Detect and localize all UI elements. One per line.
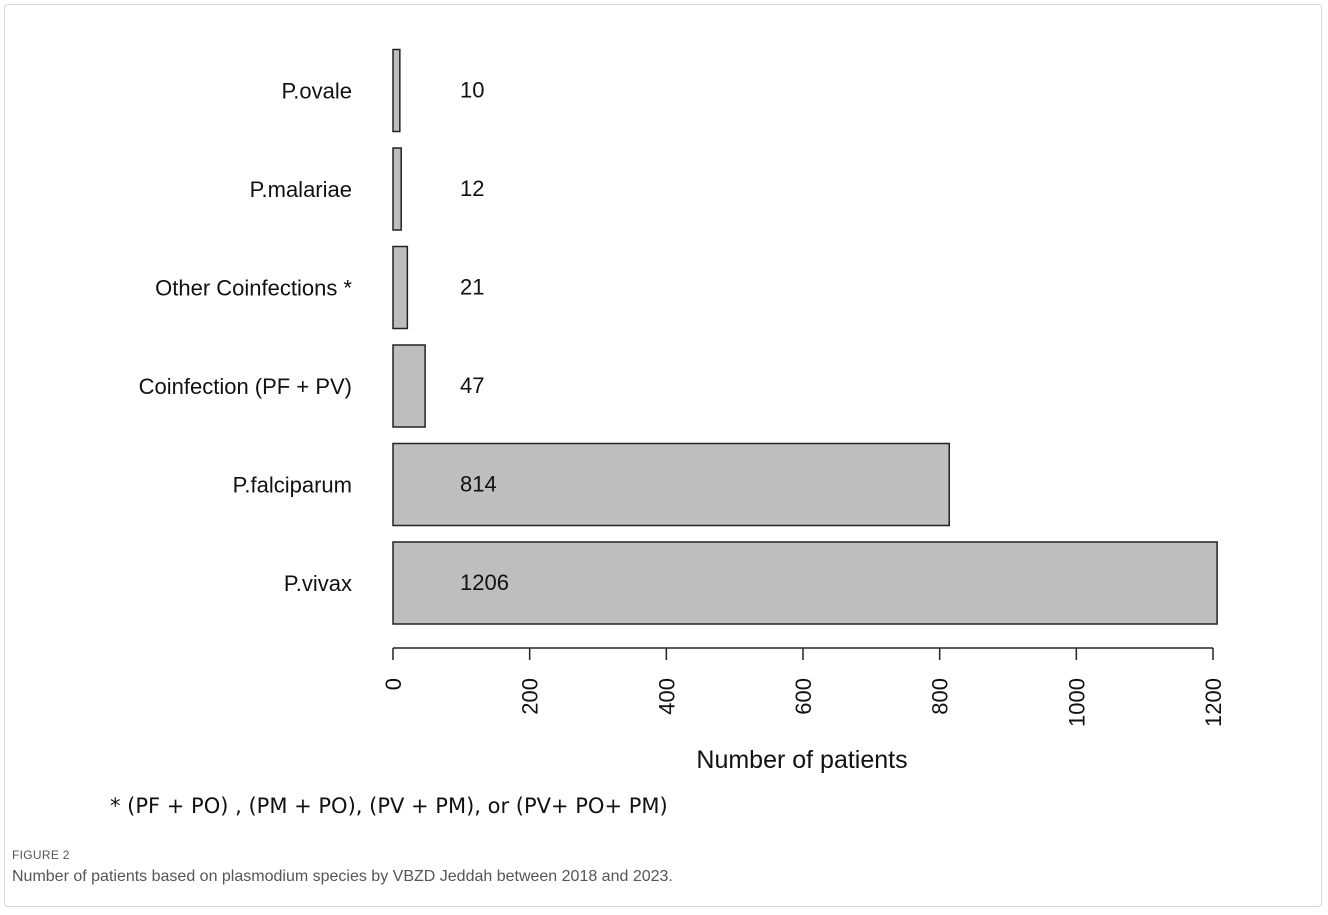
value-label-coinfection-pf-pv: 47 xyxy=(460,373,484,398)
x-tick-label-600: 600 xyxy=(791,678,816,715)
category-label-p-ovale: P.ovale xyxy=(281,79,352,104)
x-tick-label-800: 800 xyxy=(928,678,953,715)
value-label-p-vivax: 1206 xyxy=(460,570,509,595)
category-label-other-coinfections: Other Coinfections * xyxy=(155,276,352,301)
bar-coinfection-pf-pv xyxy=(392,344,426,428)
value-label-p-malariae: 12 xyxy=(460,176,484,201)
x-tick-label-200: 200 xyxy=(518,678,543,715)
category-labels: P.vivax P.falciparum Coinfection (PF + PV)… xyxy=(139,79,353,597)
x-axis: 0 200 400 600 800 1000 1200 xyxy=(381,647,1226,727)
bar-p-falciparum xyxy=(392,442,950,527)
bars-layer xyxy=(392,48,1218,625)
bar-other-coinfections xyxy=(392,245,409,330)
figure-frame xyxy=(4,4,1322,907)
value-label-p-falciparum: 814 xyxy=(460,472,497,497)
category-label-p-malariae: P.malariae xyxy=(250,177,352,202)
bar-chart: P.vivax P.falciparum Coinfection (PF + PV)… xyxy=(139,48,1226,774)
value-labels: 1206 814 47 21 12 10 xyxy=(460,78,509,596)
x-tick-label-0: 0 xyxy=(381,678,406,690)
value-label-other-coinfections: 21 xyxy=(460,275,484,300)
x-tick-label-400: 400 xyxy=(654,678,679,715)
category-label-coinfection-pf-pv: Coinfection (PF + PV) xyxy=(139,374,352,399)
category-label-p-falciparum: P.falciparum xyxy=(233,473,352,498)
figure-label: FIGURE 2 xyxy=(12,848,70,862)
x-tick-label-1000: 1000 xyxy=(1064,678,1089,727)
category-label-p-vivax: P.vivax xyxy=(284,571,352,596)
value-label-p-ovale: 10 xyxy=(460,78,484,103)
figure-caption: Number of patients based on plasmodium s… xyxy=(12,868,673,885)
footnote: * (PF + PO) , (PM + PO), (PV + PM), or (… xyxy=(110,794,668,818)
bar-p-ovale xyxy=(392,48,401,133)
x-axis-title: Number of patients xyxy=(696,746,907,774)
bar-p-vivax xyxy=(392,541,1218,625)
bar-p-malariae xyxy=(392,147,402,231)
x-tick-label-1200: 1200 xyxy=(1201,678,1226,727)
